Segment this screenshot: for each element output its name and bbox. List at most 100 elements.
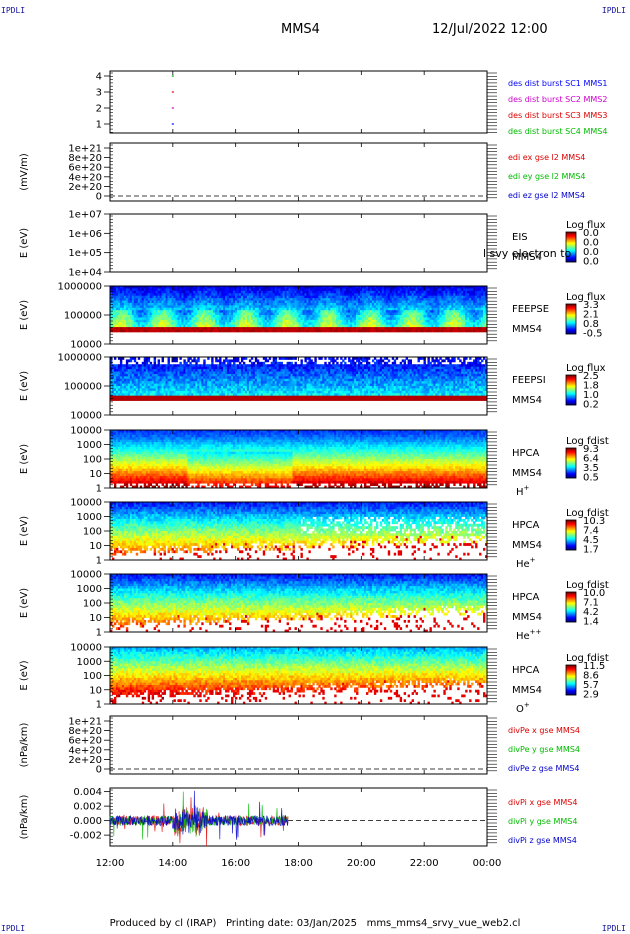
heatmap-cell	[119, 361, 123, 365]
heatmap-cell	[437, 324, 440, 328]
heatmap-cell	[217, 295, 220, 299]
heatmap-cell	[352, 288, 355, 292]
heatmap-cell	[322, 293, 325, 297]
heatmap-cell	[195, 315, 198, 318]
heatmap-cell	[189, 327, 192, 330]
heatmap-cell	[451, 298, 454, 301]
heatmap-cell	[431, 293, 434, 297]
heatmap-cell	[131, 293, 135, 297]
heatmap-cell	[274, 298, 278, 301]
heatmap-cell	[391, 315, 395, 318]
heatmap-cell	[117, 310, 121, 313]
heatmap-cell	[403, 307, 407, 311]
heatmap-cell	[236, 286, 240, 289]
heatmap-cell	[318, 317, 321, 321]
heatmap-cell	[137, 322, 141, 326]
heatmap-cell	[469, 312, 472, 316]
heatmap-cell	[405, 295, 409, 299]
heatmap-cell	[340, 295, 343, 299]
ytick-label: 100000	[64, 311, 102, 322]
heatmap-cell	[415, 300, 418, 304]
heatmap-cell	[467, 319, 470, 323]
heatmap-cell	[296, 300, 299, 304]
heatmap-cell	[356, 293, 359, 297]
heatmap-cell	[300, 295, 303, 299]
heatmap-cell	[385, 312, 389, 316]
heatmap-cell	[459, 288, 462, 292]
heatmap-cell	[310, 295, 313, 299]
heatmap-cell	[215, 305, 218, 309]
heatmap-cell	[113, 307, 117, 311]
heatmap-cell	[282, 288, 286, 292]
heatmap-cell	[367, 298, 371, 301]
heatmap-cell	[429, 286, 432, 289]
heatmap-cell	[467, 327, 470, 330]
heatmap-cell	[272, 317, 276, 321]
heatmap-cell	[231, 298, 234, 301]
heatmap-cell	[117, 322, 121, 326]
heatmap-cell	[479, 302, 482, 306]
heatmap-cell	[360, 322, 363, 326]
heatmap-cell	[423, 327, 426, 330]
heatmap-cell	[314, 295, 317, 299]
heatmap-cell	[167, 317, 170, 321]
heatmap-cell	[236, 322, 240, 326]
heatmap-cell	[342, 300, 345, 304]
heatmap-cell	[356, 288, 359, 292]
heatmap-cell	[385, 305, 389, 309]
heatmap-cell	[326, 286, 329, 289]
heatmap-cell	[407, 319, 411, 323]
heatmap-cell	[312, 307, 315, 311]
heatmap-cell	[246, 319, 250, 323]
heatmap-cell	[133, 324, 137, 328]
heatmap-cell	[371, 298, 375, 301]
heatmap-cell	[165, 293, 168, 297]
heatmap-cell	[419, 319, 422, 323]
heatmap-cell	[242, 315, 246, 318]
heatmap-cell	[242, 324, 246, 328]
heatmap-cell	[383, 315, 387, 318]
heatmap-cell	[215, 324, 218, 328]
heatmap-cell	[302, 300, 305, 304]
heatmap-cell	[117, 329, 121, 333]
heatmap-cell	[260, 288, 264, 292]
heatmap-cell	[415, 312, 418, 316]
heatmap-cell	[292, 317, 295, 321]
heatmap-cell	[274, 319, 278, 323]
heatmap-cell	[401, 324, 405, 328]
heatmap-cell	[286, 300, 289, 304]
heatmap-cell	[328, 307, 331, 311]
heatmap-cell	[389, 288, 393, 292]
heatmap-cell	[425, 310, 428, 313]
heatmap-cell	[110, 310, 113, 313]
heatmap-cell	[179, 310, 182, 313]
heatmap-cell	[433, 302, 436, 306]
heatmap-cell	[179, 324, 182, 328]
heatmap-cell	[153, 359, 157, 363]
heatmap-cell	[399, 327, 403, 330]
heatmap-cell	[332, 324, 335, 328]
corner-label-tr: IPDLI	[602, 6, 626, 15]
heatmap-cell	[367, 293, 371, 297]
heatmap-cell	[203, 322, 206, 326]
heatmap-cell	[336, 295, 339, 299]
heatmap-cell	[415, 319, 418, 323]
heatmap-cell	[262, 361, 266, 365]
heatmap-cell	[264, 290, 268, 294]
heatmap-cell	[189, 315, 192, 318]
heatmap-cell	[437, 290, 440, 294]
heatmap-cell	[373, 307, 377, 311]
heatmap-cell	[173, 290, 176, 294]
heatmap-cell	[483, 302, 486, 306]
heatmap-cell	[439, 317, 442, 321]
heatmap-cell	[123, 312, 127, 316]
heatmap-cell	[213, 293, 216, 297]
heatmap-cell	[383, 295, 387, 299]
heatmap-cell	[137, 317, 141, 321]
heatmap-cell	[338, 317, 341, 321]
heatmap-cell	[453, 302, 456, 306]
heatmap-cell	[298, 305, 301, 309]
heatmap-cell	[153, 317, 157, 321]
heatmap-cell	[272, 310, 276, 313]
heatmap-cell	[425, 324, 428, 328]
